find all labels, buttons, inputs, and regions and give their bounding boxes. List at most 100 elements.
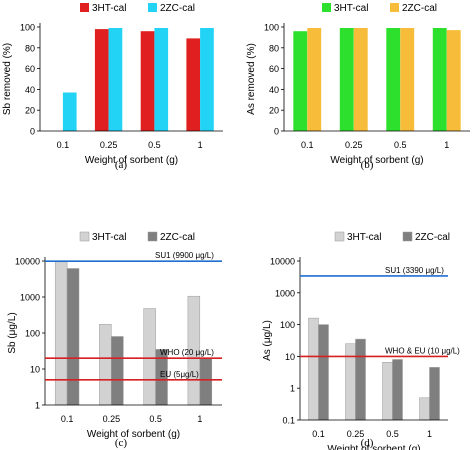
panel-a-bar-2zc-cal-0_25 xyxy=(108,28,123,131)
panel-b-x-tick-label: 0.25 xyxy=(345,140,363,150)
panel-c-label: (c) xyxy=(115,437,128,449)
panel-c-legend-swatch xyxy=(79,231,90,242)
panel-b-bar-2zc-cal-0_25 xyxy=(353,28,368,131)
panel-b-bar-2zc-cal-0_1 xyxy=(307,28,322,131)
panel-a-x-tick-label: 0.1 xyxy=(57,140,70,150)
panel-d-bar-3ht-cal-0_25 xyxy=(345,343,356,421)
panel-c-y-axis-title: Sb (μg/L) xyxy=(7,312,18,353)
panel-a-legend-swatch xyxy=(148,3,157,12)
panel-d-bar-3ht-cal-1 xyxy=(419,397,430,421)
panel-b-y-tick-label: 40 xyxy=(269,85,279,95)
panel-a-y-tick-label: 60 xyxy=(25,64,35,74)
panel-a-bar-2zc-cal-0_5 xyxy=(154,28,169,131)
panel-d-x-tick-label: 0.1 xyxy=(312,429,325,439)
panel-c-y-tick-label: 1 xyxy=(35,401,40,411)
panel-d-x-tick-label: 0.5 xyxy=(386,429,399,439)
panel-a-y-tick-label: 40 xyxy=(25,85,35,95)
panel-d-bar-2zc-cal-0_25 xyxy=(355,338,366,421)
panel-c-bar-3ht-cal-0_1 xyxy=(54,261,68,406)
panel-c-bar-3ht-cal-0_25 xyxy=(99,324,112,406)
panel-d-x-axis-title: Weight of sorbent (g) xyxy=(327,444,420,450)
panel-c-y-tick-label: 10000 xyxy=(15,257,40,267)
panel-b-bar-2zc-cal-0_5 xyxy=(400,28,415,131)
panel-d-bar-2zc-cal-1 xyxy=(429,367,440,421)
panel-a-x-tick-label: 0.5 xyxy=(148,140,161,150)
panel-b-x-axis-title: Weight of sorbent (g) xyxy=(330,155,423,166)
panel-a-x-tick-label: 1 xyxy=(198,140,203,150)
panel-c-x-tick-label: 0.1 xyxy=(61,414,74,424)
panel-d-y-tick-label: 1 xyxy=(290,384,295,394)
panel-c-y-tick-label: 100 xyxy=(25,329,40,339)
panel-a-legend-swatch xyxy=(80,3,89,12)
panel-d-legend-swatch xyxy=(402,231,413,242)
panel-d-x-tick-label: 0.25 xyxy=(347,429,365,439)
panel-c-legend-swatch xyxy=(147,231,158,242)
panel-b-y-tick-label: 80 xyxy=(269,43,279,53)
panel-b-label: (b) xyxy=(361,159,374,171)
panel-d-y-tick-label: 10000 xyxy=(270,257,295,267)
panel-c-x-tick-label: 0.5 xyxy=(149,414,162,424)
panel-c-x-tick-label: 1 xyxy=(197,414,202,424)
panel-c-bar-2zc-cal-0_1 xyxy=(66,268,80,406)
panel-c-reference-line-label: WHO (20 μg/L) xyxy=(160,348,214,357)
panel-a-y-axis-title: Sb removed (%) xyxy=(2,43,13,115)
panel-b-legend-swatch xyxy=(390,3,399,12)
panel-b-bar-3ht-cal-1 xyxy=(432,28,447,131)
panel-a-legend-label: 2ZC-cal xyxy=(160,3,195,14)
panel-a-y-tick-label: 80 xyxy=(25,43,35,53)
panel-a-x-tick-label: 0.25 xyxy=(100,140,118,150)
panel-d-y-tick-label: 1000 xyxy=(275,288,295,298)
panel-b-x-tick-label: 0.5 xyxy=(394,140,407,150)
panel-c-reference-line-label: EU (5μg/L) xyxy=(160,370,199,379)
panel-b-x-tick-label: 1 xyxy=(444,140,449,150)
panel-a-y-tick-label: 20 xyxy=(25,106,35,116)
panel-b-legend-swatch xyxy=(322,3,331,12)
panel-d-y-axis-title: As (μg/L) xyxy=(262,320,273,361)
panel-a-y-tick-label: 100 xyxy=(20,23,35,33)
panel-c-x-tick-label: 0.25 xyxy=(103,414,121,424)
panel-d-bar-3ht-cal-0_5 xyxy=(382,362,393,421)
panel-d-bar-2zc-cal-0_1 xyxy=(318,324,329,421)
panel-a-legend-label: 3HT-cal xyxy=(92,3,126,14)
panel-d-reference-line-label: SU1 (3390 μg/L) xyxy=(385,266,444,275)
panel-c-y-tick-label: 10 xyxy=(30,365,40,375)
panel-a-label: (a) xyxy=(115,159,128,171)
panel-d-y-tick-label: 0.1 xyxy=(282,416,295,426)
panel-d-legend-label: 2ZC-cal xyxy=(415,232,450,243)
panel-b-y-tick-label: 60 xyxy=(269,64,279,74)
panel-b-y-tick-label: 20 xyxy=(269,106,279,116)
panel-c-bar-2zc-cal-0_25 xyxy=(111,336,124,406)
panel-b-bar-3ht-cal-0_5 xyxy=(386,28,401,131)
panel-d-bar-3ht-cal-0_1 xyxy=(308,317,319,421)
panel-b-legend-label: 3HT-cal xyxy=(334,3,368,14)
panel-b-y-axis-title: As removed (%) xyxy=(246,43,257,115)
panel-d-y-tick-label: 10 xyxy=(285,352,295,362)
panel-a-bar-3ht-cal-1 xyxy=(186,38,201,131)
panel-d-x-tick-label: 1 xyxy=(427,429,432,439)
panel-c-legend-label: 3HT-cal xyxy=(92,232,126,243)
panel-b-y-tick-label: 100 xyxy=(264,23,279,33)
panel-d-reference-line-label: WHO & EU (10 μg/L) xyxy=(385,346,460,355)
panel-d-bar-2zc-cal-0_5 xyxy=(392,359,403,421)
panel-d-legend-label: 3HT-cal xyxy=(347,232,381,243)
panel-d-label: (d) xyxy=(361,437,374,449)
panel-d-y-tick-label: 100 xyxy=(280,320,295,330)
panel-a-bar-2zc-cal-1 xyxy=(200,28,214,131)
panel-b-x-tick-label: 0.1 xyxy=(301,140,314,150)
panel-c-y-tick-label: 1000 xyxy=(20,293,40,303)
panel-b-bar-2zc-cal-1 xyxy=(446,30,461,132)
panel-a-x-axis-title: Weight of sorbent (g) xyxy=(85,155,178,166)
panel-c-x-axis-title: Weight of sorbent (g) xyxy=(87,429,180,440)
panel-b-bar-3ht-cal-0_1 xyxy=(293,31,308,132)
panel-b-legend-label: 2ZC-cal xyxy=(402,3,437,14)
panel-b-y-tick-label: 0 xyxy=(274,127,279,137)
panel-c-bar-3ht-cal-0_5 xyxy=(143,308,156,406)
panel-a-bar-2zc-cal-0_1 xyxy=(62,92,77,131)
panel-a-bar-3ht-cal-0_25 xyxy=(94,29,109,132)
panel-a-bar-3ht-cal-0_5 xyxy=(140,31,155,132)
panel-c-legend-label: 2ZC-cal xyxy=(160,232,195,243)
panel-b-bar-3ht-cal-0_25 xyxy=(339,28,354,131)
panel-c-reference-line-label: SU1 (9900 μg/L) xyxy=(155,251,214,260)
panel-d-legend-swatch xyxy=(334,231,345,242)
